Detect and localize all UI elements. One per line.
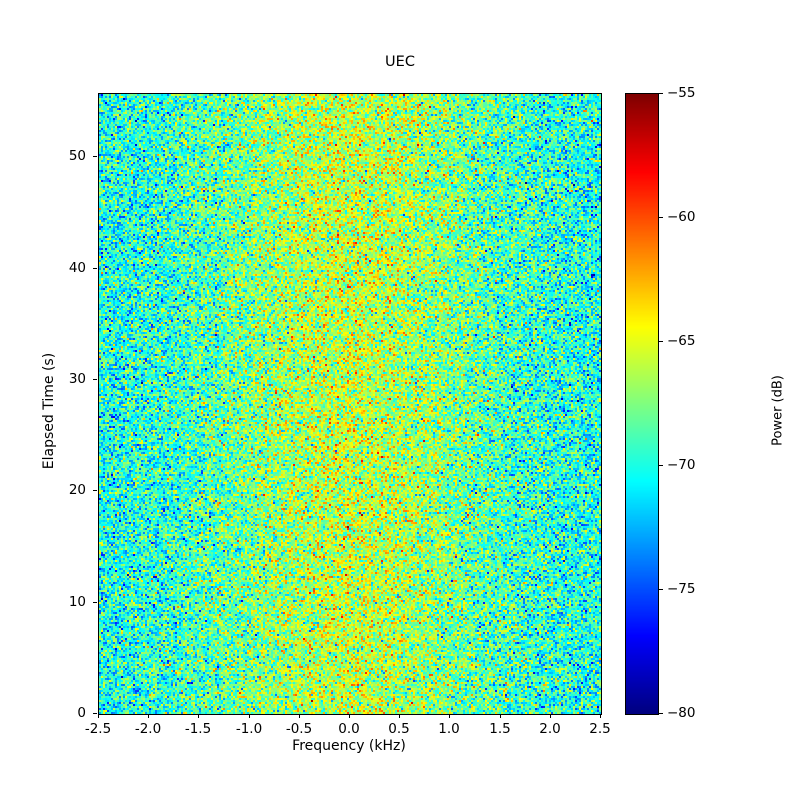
colorbar-tick-mark (659, 713, 663, 714)
x-tick-mark (349, 714, 350, 718)
x-tick-mark (399, 714, 400, 718)
y-tick-mark (93, 602, 97, 603)
x-tick-label: -0.5 (285, 721, 313, 737)
x-tick-label: 2.0 (539, 721, 561, 737)
colorbar-tick-label: −75 (667, 581, 696, 597)
y-tick-mark (93, 268, 97, 269)
y-tick-label: 50 (68, 148, 86, 164)
colorbar-tick-label: −65 (667, 333, 696, 349)
x-tick-mark (600, 714, 601, 718)
colorbar-gradient (626, 94, 658, 714)
colorbar-tick-label: −70 (667, 457, 696, 473)
y-tick-mark (93, 490, 97, 491)
y-tick-mark (93, 379, 97, 380)
colorbar-tick-label: −60 (667, 209, 696, 225)
x-tick-label: 0.5 (388, 721, 410, 737)
x-tick-label: -1.5 (184, 721, 212, 737)
y-tick-mark (93, 713, 97, 714)
x-tick-mark (148, 714, 149, 718)
x-tick-mark (550, 714, 551, 718)
colorbar-tick-mark (659, 465, 663, 466)
x-tick-label: 2.5 (589, 721, 611, 737)
waterfall-plot-area (98, 93, 602, 715)
x-tick-mark (299, 714, 300, 718)
x-tick-label: -1.0 (235, 721, 263, 737)
x-tick-label: 1.5 (489, 721, 511, 737)
colorbar-tick-label: −80 (667, 705, 696, 721)
x-tick-label: -2.5 (84, 721, 112, 737)
colorbar-label: Power (dB) (770, 375, 786, 446)
colorbar-tick-mark (659, 93, 663, 94)
y-axis-label: Elapsed Time (s) (41, 352, 57, 470)
spectrogram-heatmap (99, 94, 601, 714)
power-colorbar (625, 93, 659, 715)
x-tick-label: -2.0 (134, 721, 162, 737)
x-tick-label: 1.0 (438, 721, 460, 737)
y-tick-label: 40 (68, 260, 86, 276)
colorbar-tick-mark (659, 589, 663, 590)
colorbar-tick-label: −55 (667, 85, 696, 101)
x-tick-mark (449, 714, 450, 718)
x-axis-label: Frequency (kHz) (292, 738, 406, 754)
colorbar-tick-mark (659, 341, 663, 342)
y-tick-label: 10 (68, 594, 86, 610)
x-tick-mark (98, 714, 99, 718)
colorbar-tick-mark (659, 217, 663, 218)
y-tick-label: 0 (77, 705, 86, 721)
x-tick-mark (198, 714, 199, 718)
y-tick-mark (93, 156, 97, 157)
x-tick-mark (500, 714, 501, 718)
y-tick-label: 30 (68, 371, 86, 387)
y-tick-label: 20 (68, 482, 86, 498)
title-line-station: UEC (385, 54, 415, 70)
x-tick-mark (249, 714, 250, 718)
x-tick-label: 0.0 (338, 721, 360, 737)
